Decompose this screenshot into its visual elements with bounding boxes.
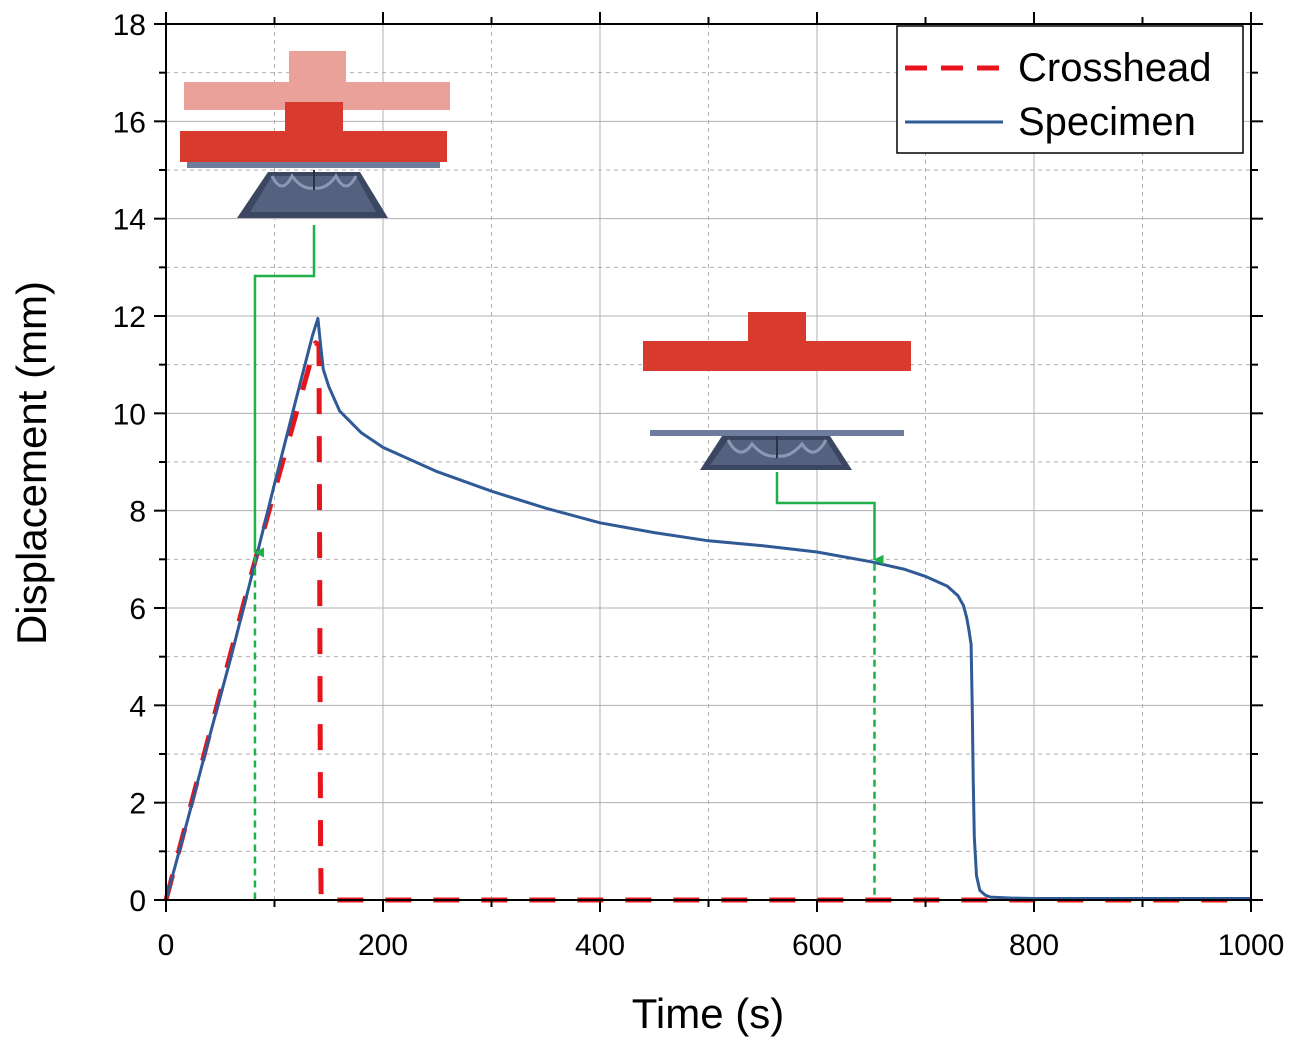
y-tick-label: 18: [113, 9, 146, 42]
y-tick-label: 12: [113, 301, 146, 334]
indenter-stem: [285, 102, 343, 134]
y-axis-title: Displacement (mm): [8, 281, 55, 645]
x-axis-title: Time (s): [632, 990, 784, 1037]
indenter-plate: [180, 131, 447, 162]
x-tick-label: 0: [158, 929, 175, 962]
indenter-lifted-stem: [748, 312, 806, 345]
y-tick-label: 16: [113, 106, 146, 139]
legend-label-specimen: Specimen: [1018, 100, 1196, 144]
indenter-initial-stem: [289, 51, 346, 86]
series-lines: [163, 316, 1251, 903]
y-tick-label: 2: [129, 788, 146, 821]
series-line-crosshead: [163, 340, 1251, 903]
y-tick-label: 10: [113, 398, 146, 431]
specimen-recovering: [700, 436, 852, 470]
x-tick-label: 400: [575, 929, 625, 962]
legend-label-crosshead: Crosshead: [1018, 46, 1211, 90]
annotations: [253, 225, 884, 900]
legend: Crosshead Specimen: [896, 25, 1244, 154]
x-tick-label: 1000: [1218, 929, 1285, 962]
y-tick-label: 8: [129, 496, 146, 529]
y-tick-label: 14: [113, 204, 146, 237]
y-tick-label: 6: [129, 593, 146, 626]
y-tick-label: 0: [129, 885, 146, 918]
compression-plate: [187, 162, 440, 168]
axes: 0 200 400 600 800 1000 0 2 4 6 8 10 12 14 16 18: [113, 9, 1285, 962]
recovery-schematic-inset: [643, 312, 911, 470]
series-line-specimen: [164, 316, 1251, 901]
loading-schematic-inset: [180, 51, 450, 218]
specimen-compressed: [237, 170, 388, 218]
y-tick-label: 4: [129, 690, 146, 723]
marker-arrow-loading: [253, 225, 316, 558]
x-tick-label: 600: [792, 929, 842, 962]
x-tick-label: 800: [1009, 929, 1059, 962]
marker-arrow-recovery: [775, 472, 884, 565]
x-tick-label: 200: [358, 929, 408, 962]
released-plate: [650, 430, 904, 436]
legend-box: [896, 25, 1244, 154]
indenter-lifted-plate: [643, 341, 911, 371]
